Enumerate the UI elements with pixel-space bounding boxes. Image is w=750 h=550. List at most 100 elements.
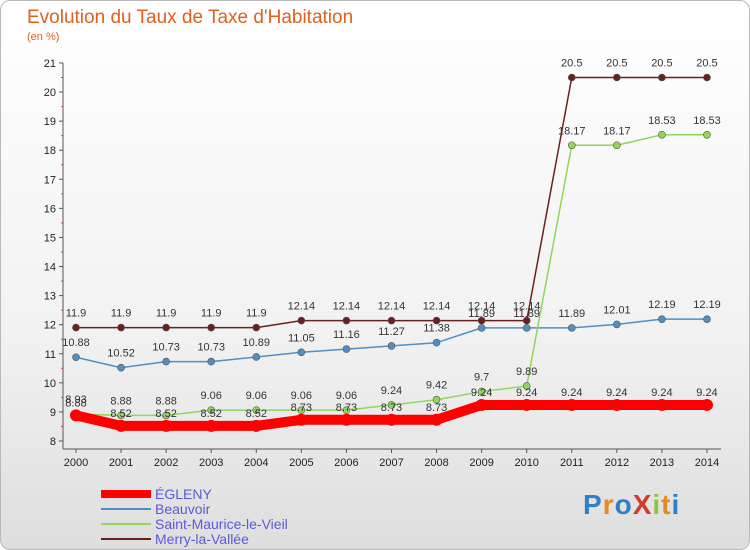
- data-label: 18.17: [603, 125, 631, 137]
- data-label: 9.89: [516, 366, 537, 378]
- data-point: [655, 398, 668, 411]
- legend: ÉGLENY Beauvoir Saint-Maurice-le-Vieil M…: [101, 486, 361, 547]
- data-point: [387, 342, 396, 350]
- x-tick-label: 2012: [605, 457, 629, 469]
- x-tick-label: 2009: [469, 457, 493, 469]
- data-point: [387, 401, 396, 409]
- y-tick-label: 10: [44, 378, 56, 390]
- y-tick-label: 14: [44, 262, 56, 274]
- data-label: 20.5: [696, 58, 717, 70]
- x-tick-label: 2003: [199, 457, 223, 469]
- data-point: [703, 73, 711, 82]
- data-point: [703, 130, 711, 139]
- data-label: 8.73: [336, 402, 357, 414]
- data-point: [658, 73, 666, 82]
- y-tick-label: 12: [44, 320, 56, 332]
- data-point: [297, 316, 306, 325]
- data-label: 20.5: [606, 58, 627, 70]
- data-point: [207, 357, 216, 366]
- data-label: 12.14: [423, 301, 451, 313]
- data-label: 10.89: [243, 337, 271, 349]
- proxiti-logo: ProXiti: [583, 489, 681, 520]
- data-label: 11.89: [558, 308, 585, 320]
- data-label: 11.9: [66, 308, 87, 320]
- data-label: 8.88: [65, 397, 86, 409]
- data-point: [342, 406, 351, 414]
- data-point: [522, 324, 531, 332]
- data-point: [610, 398, 623, 411]
- y-tick-label: 11: [45, 349, 56, 361]
- data-point: [207, 406, 216, 414]
- data-point: [567, 141, 576, 150]
- data-label: 10.73: [152, 342, 180, 354]
- x-tick-label: 2007: [379, 457, 403, 469]
- data-point: [565, 398, 578, 411]
- data-point: [160, 419, 173, 432]
- legend-label: ÉGLENY: [155, 486, 212, 502]
- data-point: [475, 398, 488, 411]
- data-point: [162, 357, 170, 366]
- legend-swatch: [101, 490, 151, 498]
- data-label: 8.73: [381, 402, 402, 414]
- data-point: [70, 409, 82, 422]
- y-tick-label: 19: [44, 116, 56, 128]
- data-label: 9.24: [471, 387, 492, 399]
- data-label: 12.14: [378, 301, 406, 313]
- data-point: [703, 315, 711, 323]
- legend-swatch: [101, 523, 151, 525]
- data-label: 11.16: [333, 329, 360, 341]
- data-label: 11.27: [378, 326, 405, 338]
- data-label: 8.88: [110, 395, 131, 407]
- data-label: 9.06: [336, 390, 357, 402]
- data-label: 10.88: [62, 337, 90, 349]
- data-point: [613, 141, 621, 150]
- data-point: [252, 323, 261, 332]
- legend-swatch: [101, 538, 151, 540]
- data-label: 9.06: [200, 390, 221, 402]
- data-label: 9.06: [246, 390, 267, 402]
- data-label: 9.24: [516, 387, 537, 399]
- x-tick-label: 2008: [424, 457, 448, 469]
- data-point: [342, 316, 351, 325]
- y-tick-label: 9: [50, 407, 56, 419]
- data-label: 20.5: [651, 58, 672, 70]
- legend-label: Merry-la-Vallée: [155, 531, 249, 547]
- data-label: 9.24: [696, 387, 717, 399]
- data-point: [658, 130, 666, 139]
- data-point: [115, 419, 128, 432]
- y-tick-label: 15: [44, 232, 56, 244]
- data-label: 8.73: [426, 402, 447, 414]
- data-point: [700, 398, 713, 411]
- data-point: [252, 353, 261, 361]
- data-label: 9.7: [474, 372, 489, 384]
- data-label: 9.24: [606, 387, 627, 399]
- data-point: [250, 419, 263, 432]
- data-point: [385, 413, 398, 426]
- data-label: 12.14: [288, 301, 316, 313]
- data-label: 11.9: [156, 308, 177, 320]
- data-point: [252, 406, 261, 414]
- data-point: [72, 353, 80, 362]
- y-tick-label: 8: [50, 436, 56, 448]
- data-label: 11.89: [468, 308, 495, 320]
- data-label: 9.06: [291, 390, 312, 402]
- data-point: [658, 315, 666, 323]
- x-tick-label: 2006: [334, 457, 358, 469]
- data-point: [387, 316, 396, 325]
- data-point: [297, 406, 306, 414]
- data-label: 10.73: [197, 342, 225, 354]
- x-tick-label: 2005: [289, 457, 313, 469]
- x-tick-label: 2004: [244, 457, 268, 469]
- data-label: 9.42: [426, 380, 447, 392]
- data-point: [432, 338, 441, 347]
- data-label: 18.17: [558, 125, 586, 137]
- data-point: [567, 73, 576, 82]
- data-label: 12.01: [603, 304, 631, 316]
- chart-title: Evolution du Taux de Taxe d'Habitation: [27, 7, 354, 28]
- data-label: 8.52: [200, 408, 221, 420]
- legend-item: ÉGLENY: [101, 486, 361, 502]
- data-label: 18.53: [648, 115, 676, 127]
- data-point: [432, 316, 441, 325]
- data-label: 8.52: [110, 408, 131, 420]
- data-point: [295, 413, 308, 426]
